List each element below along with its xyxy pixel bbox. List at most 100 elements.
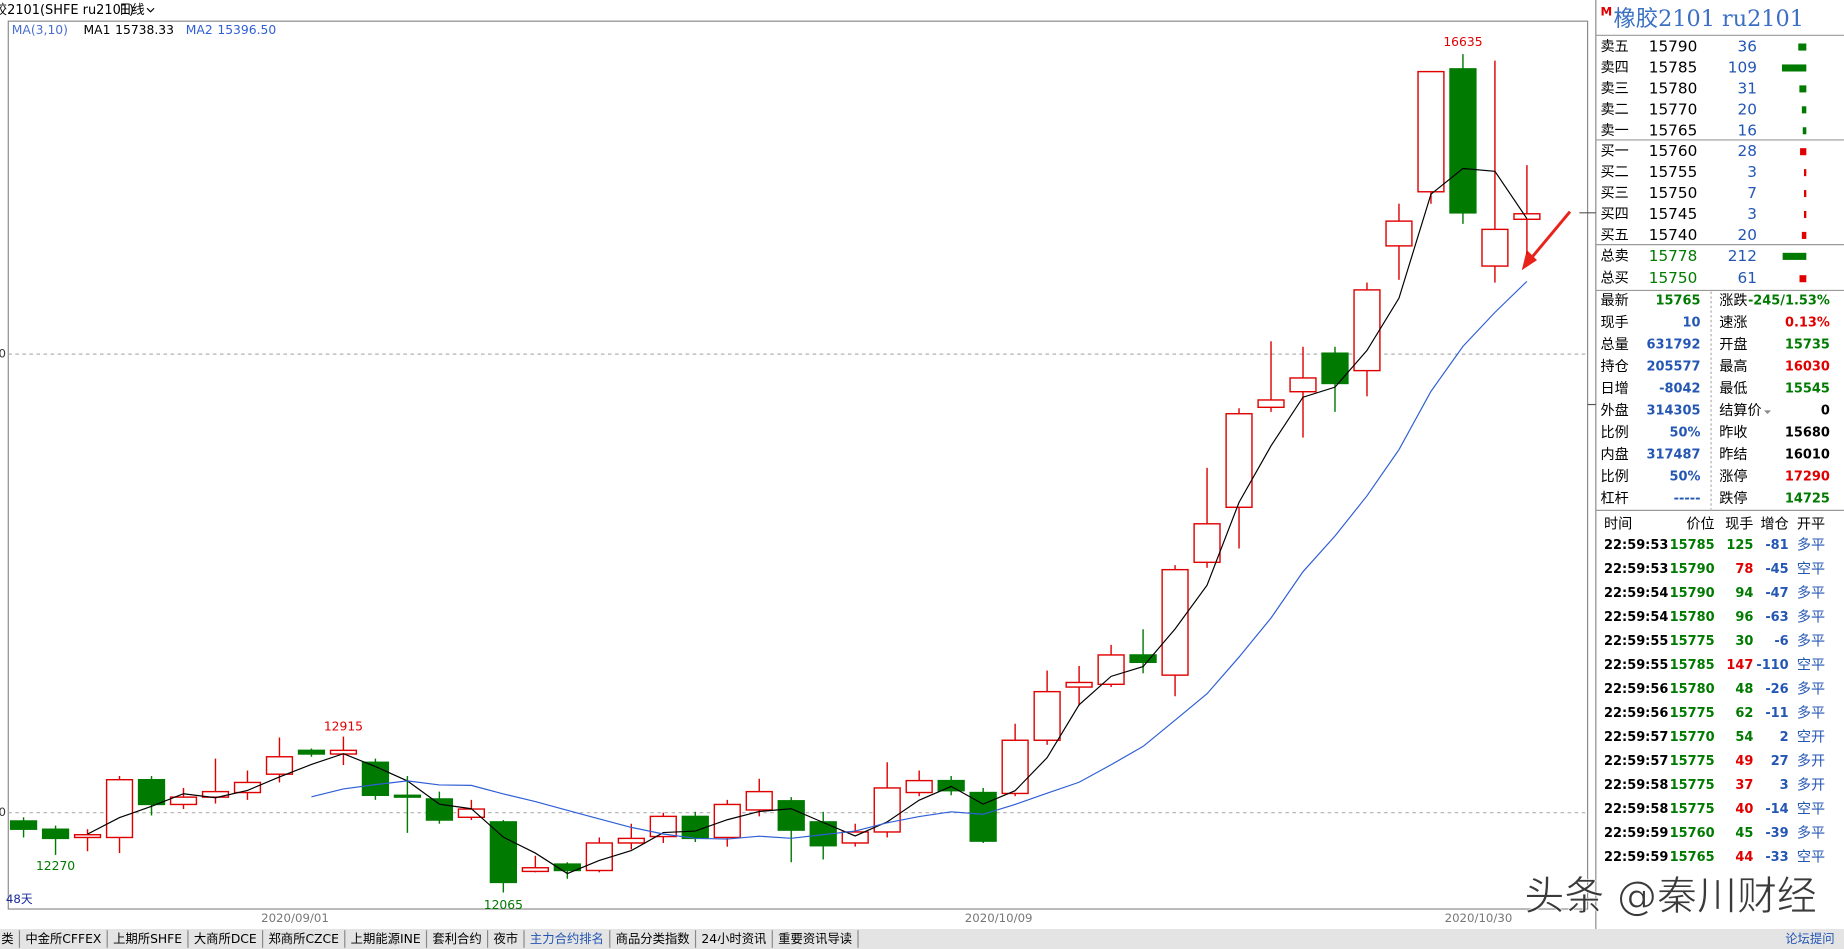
- book-label: 总买: [1601, 271, 1629, 287]
- ma-legend-name: MA1: [84, 23, 111, 37]
- book-label: 买五: [1601, 227, 1629, 243]
- days-label: 48天: [6, 892, 33, 906]
- trade-header: 增仓: [1760, 516, 1788, 532]
- trade-volume: 30: [1735, 634, 1753, 649]
- tab[interactable]: 主力合约排名: [530, 931, 604, 946]
- trade-price: 15775: [1670, 634, 1715, 649]
- tab[interactable]: 24小时资讯: [701, 932, 766, 946]
- candle-body: [1417, 70, 1445, 193]
- candle-body: [73, 834, 102, 839]
- volume-bar: [1803, 190, 1807, 198]
- tab[interactable]: 类: [1, 932, 13, 946]
- stat-label: 结算价: [1719, 403, 1761, 419]
- tab[interactable]: 郑商所CZCE: [268, 931, 338, 946]
- trade-header: 价位: [1686, 516, 1714, 532]
- trade-volume: 45: [1735, 826, 1753, 841]
- book-label: 总卖: [1601, 248, 1629, 264]
- book-price: 15750: [1649, 184, 1698, 202]
- stat-value: 0.13%: [1785, 316, 1830, 331]
- trade-type: 多平: [1797, 681, 1825, 698]
- book-volume: 16: [1737, 121, 1756, 139]
- book-volume: 212: [1728, 247, 1757, 265]
- stat-label: 外盘: [1601, 402, 1629, 419]
- stat-value: 314305: [1647, 403, 1701, 418]
- ma-legend-name: MA2: [186, 23, 213, 37]
- book-price: 15765: [1649, 121, 1698, 139]
- tab[interactable]: 商品分类指数: [616, 931, 690, 946]
- book-volume: 7: [1747, 184, 1757, 202]
- trade-time: 22:59:56: [1604, 706, 1668, 721]
- volume-bar: [1798, 43, 1807, 51]
- stat-label: 比例: [1601, 425, 1629, 441]
- tab[interactable]: 上期所SHFE: [113, 932, 182, 946]
- candle-body: [841, 831, 869, 844]
- volume-bar: [1802, 127, 1807, 135]
- trade-volume: 49: [1735, 754, 1753, 769]
- stat-label: 持仓: [1601, 359, 1629, 375]
- book-price: 15790: [1649, 38, 1698, 56]
- candle-body: [873, 787, 901, 833]
- stat-label: 昨结: [1719, 447, 1747, 463]
- trade-time: 22:59:58: [1604, 778, 1668, 793]
- tab[interactable]: 上期能源INE: [351, 932, 421, 946]
- trade-time: 22:59:58: [1604, 802, 1668, 817]
- footer-link[interactable]: 论坛提问: [1785, 931, 1834, 946]
- tab[interactable]: 重要资讯导读: [778, 932, 852, 946]
- stat-label: 涨停: [1719, 468, 1747, 485]
- trade-type: 空平: [1797, 562, 1825, 578]
- candle-body: [1449, 68, 1477, 214]
- book-volume: 3: [1747, 205, 1757, 223]
- trade-header: 时间: [1604, 516, 1632, 532]
- stat-value: -----: [1674, 491, 1701, 506]
- trade-time: 22:59:54: [1604, 610, 1668, 625]
- book-price: 15785: [1649, 58, 1698, 76]
- trade-time: 22:59:54: [1604, 586, 1668, 601]
- trade-time: 22:59:57: [1604, 754, 1668, 769]
- tab[interactable]: 套利合约: [432, 931, 481, 946]
- trade-volume: 40: [1735, 802, 1753, 817]
- tab[interactable]: 夜市: [493, 931, 518, 946]
- book-price: 15755: [1649, 163, 1698, 181]
- candle-body: [1225, 413, 1253, 508]
- stat-value: 0: [1821, 403, 1830, 418]
- stat-value: 17290: [1785, 469, 1830, 484]
- candle-body: [937, 779, 965, 792]
- stat-value: -8042: [1659, 382, 1700, 397]
- candle-body: [105, 778, 134, 839]
- candle-body: [1353, 289, 1381, 372]
- trade-price: 15775: [1670, 754, 1715, 769]
- trade-price: 15765: [1670, 850, 1715, 865]
- trade-type: 空平: [1797, 658, 1825, 674]
- candle-body: [713, 803, 741, 839]
- stat-value: 15735: [1785, 338, 1830, 353]
- trade-change: 3: [1780, 778, 1789, 793]
- book-volume: 36: [1737, 38, 1756, 56]
- stat-value: 14725: [1785, 491, 1830, 506]
- trade-change: -33: [1765, 850, 1788, 865]
- y-tick-label: 15000: [0, 347, 6, 361]
- candle-body: [1257, 399, 1285, 409]
- book-volume: 31: [1737, 79, 1756, 97]
- stat-label: 涨跌: [1719, 293, 1747, 309]
- candle-body: [1289, 377, 1317, 393]
- candle-body: [777, 800, 805, 831]
- stat-value: 15545: [1785, 382, 1830, 397]
- tab[interactable]: 大商所DCE: [194, 931, 257, 946]
- book-volume: 61: [1737, 269, 1756, 287]
- candle-body: [1161, 568, 1189, 676]
- trade-type: 多开: [1797, 753, 1825, 770]
- candle-body: [585, 842, 613, 872]
- book-price: 15760: [1649, 142, 1698, 160]
- volume-bar: [1799, 275, 1807, 283]
- stat-value: 15680: [1785, 425, 1830, 440]
- candle-body: [233, 781, 262, 794]
- candle-body: [1385, 220, 1413, 247]
- candle-body: [1129, 654, 1157, 663]
- period-select[interactable]: 日线: [119, 3, 145, 18]
- trade-type: 多平: [1797, 705, 1825, 722]
- tab[interactable]: 中金所CFFEX: [25, 931, 102, 946]
- trade-time: 22:59:53: [1604, 562, 1668, 577]
- book-label: 卖四: [1601, 60, 1629, 76]
- book-label: 买四: [1601, 206, 1629, 222]
- volume-bar: [1803, 169, 1807, 177]
